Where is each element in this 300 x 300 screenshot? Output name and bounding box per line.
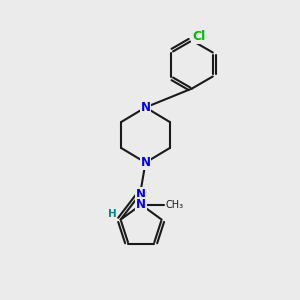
Text: H: H xyxy=(108,209,117,219)
Text: N: N xyxy=(140,156,151,169)
Text: CH₃: CH₃ xyxy=(165,200,183,210)
Text: N: N xyxy=(140,101,151,114)
Text: N: N xyxy=(136,188,146,201)
Text: Cl: Cl xyxy=(192,30,205,44)
Text: N: N xyxy=(136,198,146,211)
